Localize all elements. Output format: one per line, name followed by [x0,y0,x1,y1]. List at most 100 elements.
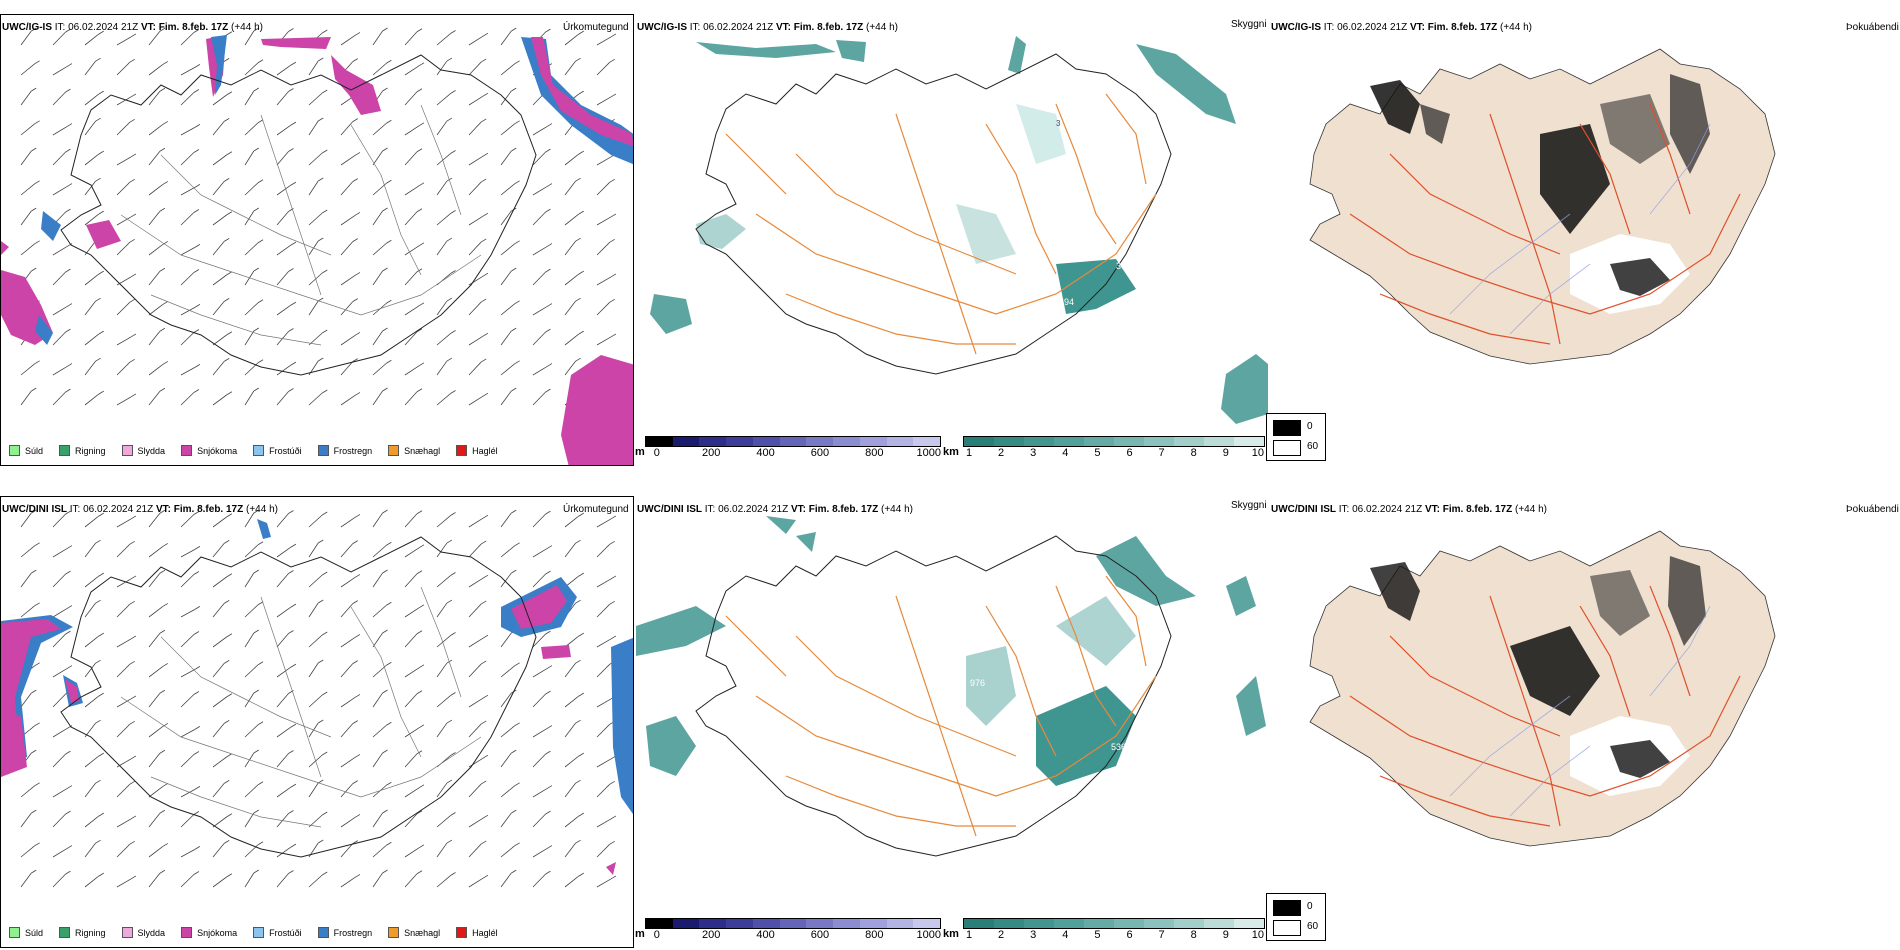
visibility-m-colorbar-row2 [645,918,941,929]
wind-barb-flag [31,689,37,694]
colorbar-step [752,919,780,928]
wind-barb [180,549,196,558]
wind-barb [244,724,259,738]
wind-barb [340,697,356,708]
wind-barb [596,544,610,558]
precip-legend: Súld Rigning Slydda Snjókoma Frostúði Frostre… [9,927,498,938]
wind-barb [20,243,35,256]
wind-barb [20,545,35,558]
wind-barb [468,783,482,798]
wind-barb-flag [34,602,40,607]
wind-barb-flag [257,841,264,846]
wind-barb-flag [159,809,166,814]
visibility-km-colorbar-row2 [963,918,1265,929]
wind-barb-flag [98,572,104,577]
wind-barb-flag [482,32,489,37]
contour-label: 976 [970,678,985,688]
wind-barbs [20,27,617,406]
wind-barb-flag [95,297,101,302]
wind-barb [404,753,418,768]
wind-barb-flag [511,327,517,332]
wind-barb [532,788,548,798]
wind-barb-flag [446,357,453,362]
wind-barb [404,91,418,106]
wind-barb [404,667,420,678]
wind-barb-flag [546,665,553,669]
wind-barb-flag [223,358,230,362]
wind-barb [436,93,451,106]
wind-barb-flag [226,753,233,758]
wind-barb-flag [194,64,201,68]
legend-item: Snjókoma [181,927,237,938]
wind-barb-flag [223,660,230,664]
wind-barb-flag [382,27,388,32]
wind-barb-flag [194,184,201,188]
wind-barb-flag [322,329,328,334]
wind-barb-flag [416,88,423,93]
colorbar-tick: 3 [1030,447,1037,459]
wind-barb-flag [317,839,324,844]
fog-legend-row1: 0 60 [1266,413,1326,461]
wind-barb-flag [129,178,135,183]
panel-title-row2-precip: UWC/DINI ISL IT: 06.02.2024 21Z VT: Fim.… [2,504,278,515]
wind-barb-flag [609,600,615,605]
legend-label: Frostúði [269,927,302,938]
visibility-map-row2: 976 536 [636,496,1268,948]
wind-barb [468,301,482,316]
colorbar-tick: 0 [653,929,660,941]
wind-barb-flag [418,182,425,187]
wind-barb-flag [257,541,264,546]
wind-barb-flag [193,631,200,635]
wind-barb [84,695,99,708]
wind-barb-flag [129,540,135,545]
wind-barb [52,728,68,738]
wind-barb-flag [578,150,584,155]
wind-barb-flag [546,545,553,549]
wind-barb-flag [95,779,101,784]
wind-barb [468,517,484,528]
wind-barb [500,512,512,528]
wind-barb [500,845,515,858]
wind-barb-flag [418,544,425,549]
wind-barb [500,30,512,46]
colorbar-tick: 2 [998,929,1005,941]
wind-barb [404,633,418,648]
wind-barb-flag [257,59,264,64]
wind-barb-flag [130,575,137,580]
wind-barb-flag [130,393,137,398]
fog-legend-swatch [1273,420,1301,436]
wind-barb-flag [482,634,489,639]
wind-barb-flag [578,812,584,817]
wind-barb-flag [450,210,456,214]
legend-label: Snæhagl [404,445,441,456]
wind-barb [468,817,484,828]
wind-barb-flag [194,666,201,670]
wind-barb [52,753,66,768]
wind-barb [212,783,225,798]
colorbar-tick: 4 [1062,929,1069,941]
colorbar-step [1234,919,1264,928]
wind-barb-flag [193,29,200,33]
wind-barb-flag [575,357,581,362]
wind-barb [20,63,35,76]
panel-title-row1-precip: UWC/IG-IS IT: 06.02.2024 21Z VT: Fim. 8.… [2,22,263,33]
wind-barb [404,787,420,798]
wind-barb [468,723,482,738]
wind-barb [564,755,579,768]
wind-barb [500,785,515,798]
wind-barb-flag [226,633,233,638]
wind-barb-flag [257,179,264,184]
wind-barb [500,183,515,196]
wind-barb-flag [159,267,166,272]
wind-barb-flag [223,118,230,122]
wind-barb-flag [66,363,73,367]
wind-barb-flag [382,267,388,272]
wind-barb [180,874,195,888]
wind-barb-flag [226,91,233,96]
wind-barb [436,842,448,858]
wind-barb [564,842,576,858]
colorbar-step [1084,919,1114,928]
wind-barb [180,514,195,528]
wind-barb-flag [382,87,388,92]
wind-barb-flag [66,183,73,187]
